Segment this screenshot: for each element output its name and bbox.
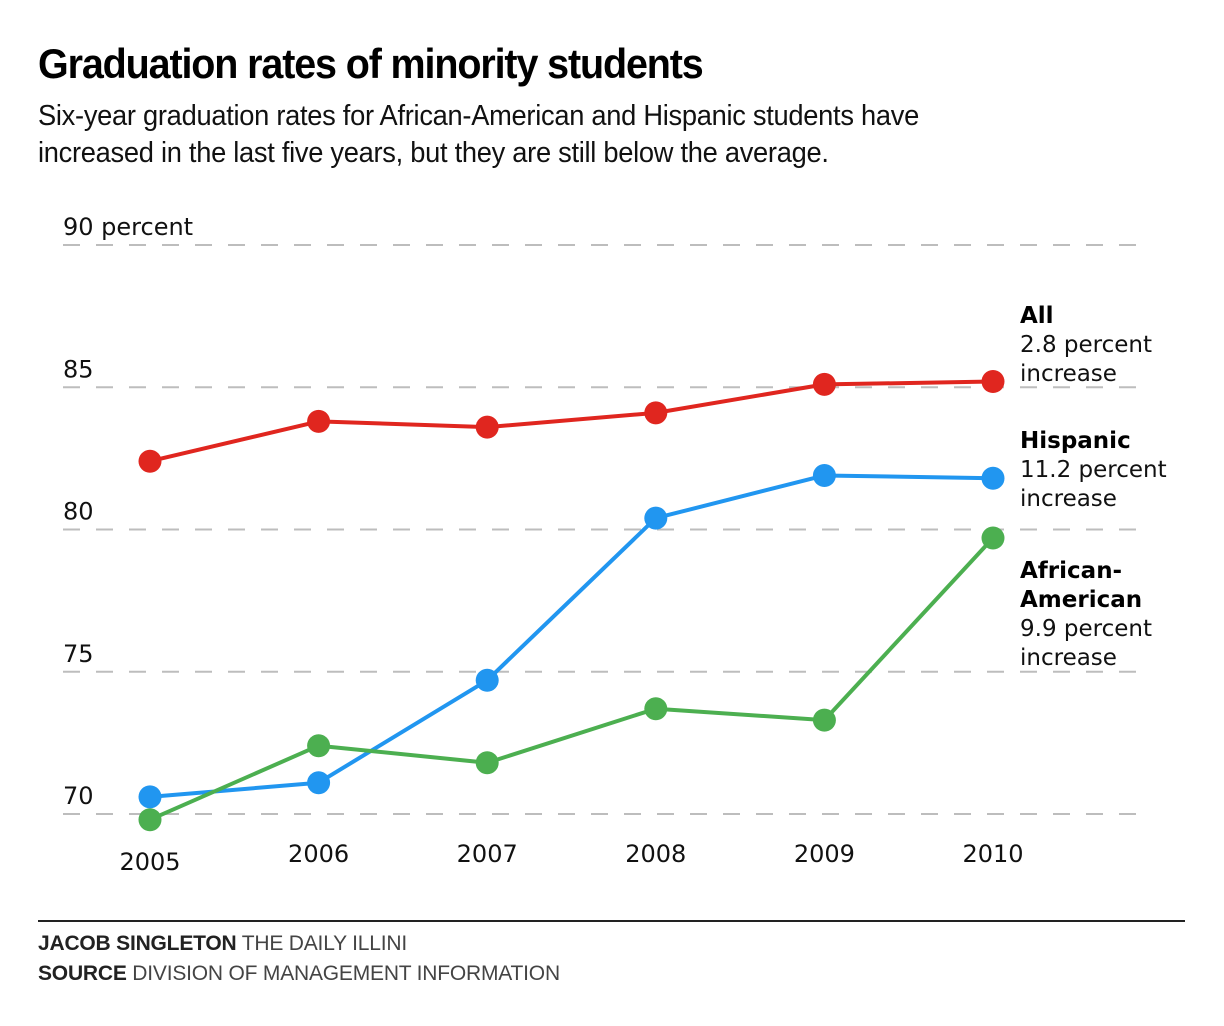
series-name-hispanic: Hispanic <box>1020 428 1131 454</box>
x-tick-label-2006: 2006 <box>288 840 349 868</box>
y-tick-label-80: 80 <box>63 498 94 526</box>
x-tick-label-2005: 2005 <box>119 848 180 876</box>
y-tick-label-75: 75 <box>63 640 94 668</box>
data-point-hispanic-2007 <box>475 668 499 692</box>
data-point-all-2007 <box>475 415 499 439</box>
y-tick-label-85: 85 <box>63 355 94 383</box>
x-tick-label-2007: 2007 <box>457 840 518 868</box>
data-point-hispanic-2009 <box>812 463 836 487</box>
data-point-african-american-2007 <box>475 751 499 775</box>
data-point-all-2006 <box>307 409 331 433</box>
series-label-african-american: African- American 9.9 percent increase <box>1020 558 1152 671</box>
y-tick-label-70: 70 <box>63 782 94 810</box>
source-label: SOURCE <box>38 962 127 985</box>
series-line-hispanic <box>149 473 994 799</box>
data-point-african-american-2006 <box>307 734 331 758</box>
data-point-hispanic-2010 <box>981 466 1005 490</box>
data-point-all-2008 <box>644 401 668 425</box>
data-point-hispanic-2006 <box>307 771 331 795</box>
x-tick-label-2010: 2010 <box>962 840 1023 868</box>
byline: JACOB SINGLETON THE DAILY ILLINI <box>38 932 407 956</box>
data-point-hispanic-2008 <box>644 506 668 530</box>
x-tick-label-2008: 2008 <box>625 840 686 868</box>
chart-title: Graduation rates of minority students <box>38 40 704 87</box>
series-name-african-american-1: African- <box>1020 558 1122 584</box>
x-tick-label-2009: 2009 <box>794 840 855 868</box>
series-name-african-american-2: American <box>1020 587 1142 613</box>
data-point-all-2005 <box>138 449 162 473</box>
y-axis-labels: 70 75 80 85 90 percent <box>63 213 193 810</box>
byline-author: JACOB SINGLETON <box>38 932 237 955</box>
y-tick-label-90: 90 percent <box>63 213 193 241</box>
data-point-all-2010 <box>981 370 1005 394</box>
source-line: SOURCE DIVISION OF MANAGEMENT INFORMATIO… <box>38 962 560 986</box>
byline-org: THE DAILY ILLINI <box>241 932 408 955</box>
series-points <box>138 370 1005 832</box>
series-note-african-american-2: increase <box>1020 645 1117 671</box>
x-axis-labels: 2005 2006 2007 2008 2009 2010 <box>119 840 1023 876</box>
series-note-all-2: increase <box>1020 361 1117 387</box>
data-point-african-american-2009 <box>812 708 836 732</box>
series-line-african-american <box>149 536 995 822</box>
series-note-hispanic-1: 11.2 percent <box>1020 457 1167 483</box>
series-note-hispanic-2: increase <box>1020 486 1117 512</box>
data-point-african-american-2005 <box>138 808 162 832</box>
series-labels: All 2.8 percent increase Hispanic 11.2 perce… <box>1020 303 1167 671</box>
data-point-all-2009 <box>812 372 836 396</box>
source-value: DIVISION OF MANAGEMENT INFORMATION <box>132 962 560 985</box>
series-note-all-1: 2.8 percent <box>1020 332 1152 358</box>
series-label-hispanic: Hispanic 11.2 percent increase <box>1020 428 1167 512</box>
gridlines <box>63 244 1138 815</box>
data-point-african-american-2010 <box>981 526 1005 550</box>
subtitle-line-2: increased in the last five years, but th… <box>38 137 829 169</box>
data-point-african-american-2008 <box>644 697 668 721</box>
data-point-hispanic-2005 <box>138 785 162 809</box>
series-line-all <box>149 379 994 464</box>
footer-divider <box>38 920 1185 922</box>
subtitle-line-1: Six-year graduation rates for African-Am… <box>38 100 919 132</box>
series-lines <box>149 379 995 822</box>
series-note-african-american-1: 9.9 percent <box>1020 616 1152 642</box>
chart-subtitle: Six-year graduation rates for African-Am… <box>38 98 1218 172</box>
series-label-all: All 2.8 percent increase <box>1020 303 1152 387</box>
series-name-all: All <box>1020 303 1054 329</box>
